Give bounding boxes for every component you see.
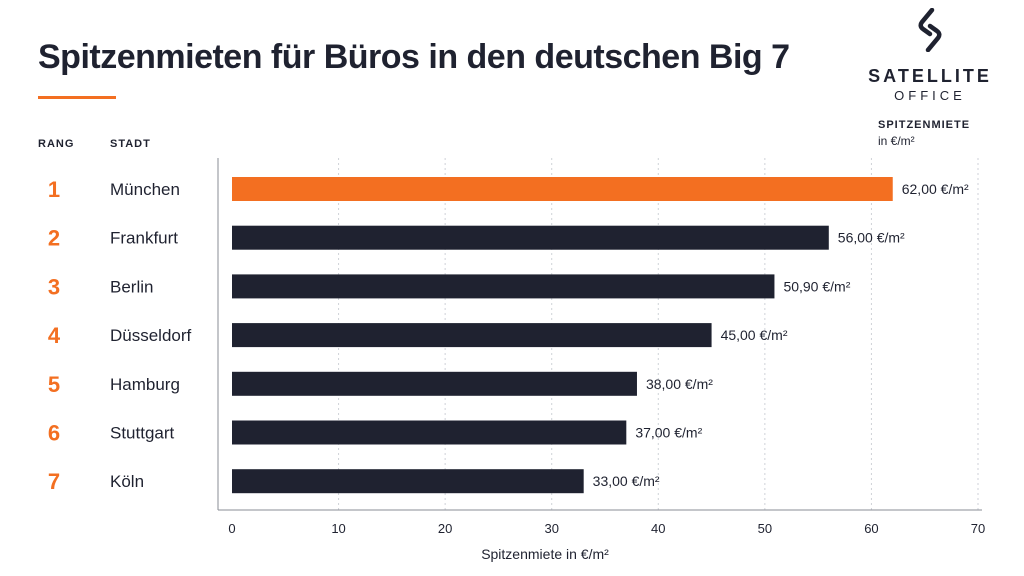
x-tick-label: 0 — [228, 521, 235, 536]
bar-value-label: 33,00 €/m² — [593, 473, 660, 489]
city-label: Berlin — [110, 277, 153, 296]
rank-number: 5 — [48, 372, 60, 397]
city-label: Stuttgart — [110, 424, 175, 443]
city-label: München — [110, 180, 180, 199]
x-tick-label: 50 — [758, 521, 772, 536]
rank-number: 4 — [48, 323, 61, 348]
bar-value-label: 37,00 €/m² — [635, 425, 702, 441]
bar-value-label: 38,00 €/m² — [646, 376, 713, 392]
x-tick-label: 70 — [971, 521, 985, 536]
bar-value-label: 56,00 €/m² — [838, 230, 905, 246]
x-tick-label: 40 — [651, 521, 665, 536]
logo-subtitle: OFFICE — [894, 88, 966, 103]
column-header-value: SPITZENMIETE — [878, 119, 971, 131]
column-header-city: STADT — [110, 138, 151, 150]
bar — [232, 177, 893, 201]
bar — [232, 371, 637, 396]
s-logo-icon — [918, 8, 942, 52]
bar — [232, 225, 829, 250]
bar — [232, 323, 712, 348]
rank-number: 6 — [48, 421, 60, 446]
city-label: Hamburg — [110, 375, 180, 394]
rank-number: 1 — [48, 177, 60, 202]
city-label: Frankfurt — [110, 229, 178, 248]
bar — [232, 469, 584, 494]
city-label: Düsseldorf — [110, 326, 192, 345]
bar-value-label: 50,90 €/m² — [783, 278, 850, 294]
x-tick-label: 30 — [544, 521, 558, 536]
bar — [232, 274, 775, 299]
satellite-office-logo: SATELLITE OFFICE — [860, 8, 1000, 108]
x-axis-title: Spitzenmiete in €/m² — [481, 546, 609, 562]
x-tick-label: 10 — [331, 521, 345, 536]
column-header-rank: RANG — [38, 138, 75, 150]
x-tick-label: 20 — [438, 521, 452, 536]
bar-value-label: 62,00 €/m² — [902, 181, 969, 197]
bar-value-label: 45,00 €/m² — [721, 327, 788, 343]
column-header-value-unit: in €/m² — [878, 134, 915, 148]
rank-number: 3 — [48, 274, 60, 299]
rank-number: 2 — [48, 226, 60, 251]
page-title: Spitzenmieten für Büros in den deutschen… — [38, 38, 790, 76]
rank-number: 7 — [48, 469, 60, 494]
x-tick-label: 60 — [864, 521, 878, 536]
logo-name: SATELLITE — [868, 66, 992, 86]
city-label: Köln — [110, 472, 144, 491]
title-underline — [38, 96, 116, 99]
bar — [232, 420, 627, 445]
